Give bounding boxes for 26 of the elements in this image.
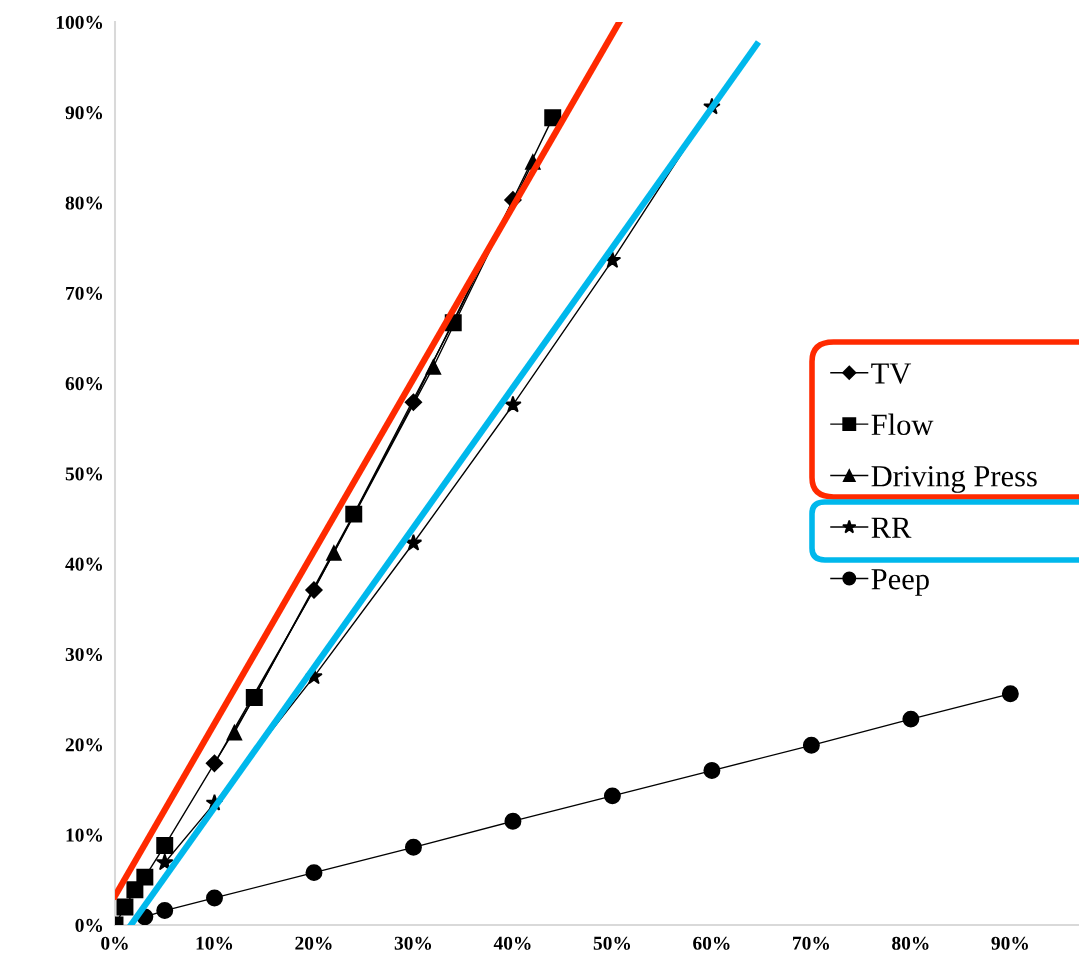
y-tick-label: 90%	[65, 106, 103, 120]
legend-label: Peep	[871, 569, 929, 596]
legend-label: Flow	[871, 413, 934, 436]
x-tick-label: 50%	[593, 936, 631, 950]
y-tick-label: 70%	[66, 286, 103, 300]
y-tick-label: 40%	[65, 557, 103, 571]
x-tick-label: 40%	[493, 936, 531, 950]
y-tick-label: 0%	[75, 918, 103, 932]
legend-label: TV	[871, 363, 912, 384]
y-tick-label: 20%	[65, 738, 103, 752]
y-tick-label: 30%	[65, 647, 103, 662]
legend-label: Driving Press	[871, 466, 1037, 493]
x-tick-label: 70%	[793, 936, 830, 950]
y-tick-label: 100%	[56, 15, 103, 29]
y-tick-label: 10%	[66, 828, 103, 842]
x-tick-label: 20%	[295, 936, 332, 950]
y-tick-label: 60%	[65, 377, 103, 391]
x-tick-label: 0%	[101, 936, 128, 950]
x-tick-label: 10%	[196, 936, 233, 950]
x-tick-label: 80%	[892, 936, 929, 950]
legend-label: RR	[871, 517, 912, 538]
x-tick-label: 30%	[394, 936, 432, 950]
y-tick-label: 80%	[65, 196, 103, 210]
x-tick-label: 60%	[693, 936, 730, 950]
x-tick-label: 90%	[991, 936, 1028, 950]
y-tick-label: 50%	[65, 467, 103, 481]
